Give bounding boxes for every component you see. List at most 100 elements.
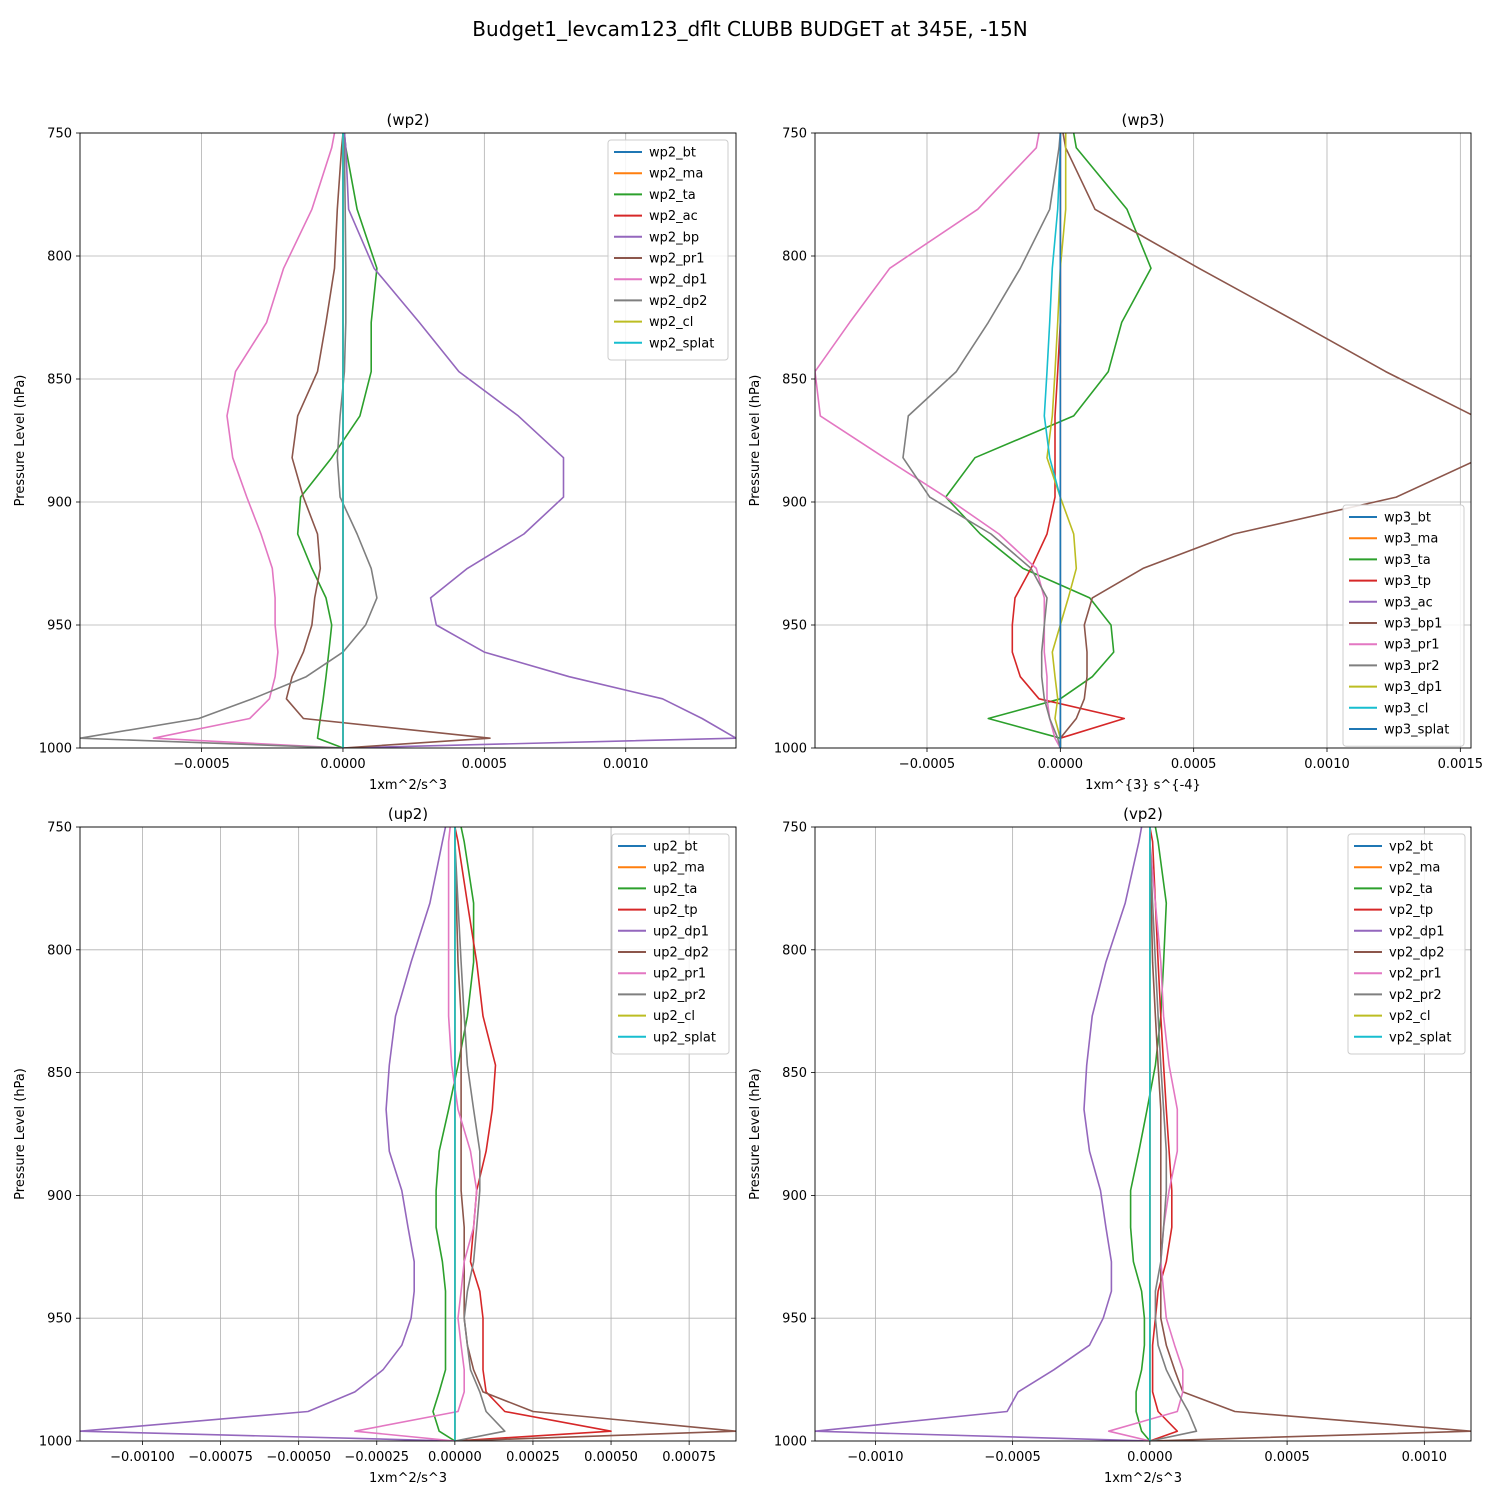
legend-entry-wp3_bt: wp3_bt bbox=[1384, 511, 1431, 526]
y-tick-label: 850 bbox=[47, 1066, 72, 1081]
legend-entry-wp3_bp1: wp3_bp1 bbox=[1384, 617, 1442, 632]
legend-entry-up2_splat: up2_splat bbox=[653, 1030, 716, 1045]
legend-entry-up2_tp: up2_tp bbox=[653, 903, 698, 918]
legend-entry-wp2_ta: wp2_ta bbox=[649, 188, 696, 203]
y-tick-label: 800 bbox=[782, 250, 807, 265]
legend: wp2_bt wp2_ma wp2_ta wp2_ac wp2_bp wp2_pr1 wp2… bbox=[607, 139, 729, 361]
y-axis-label: Pressure Level (hPa) bbox=[13, 1068, 28, 1200]
y-axis-label: Pressure Level (hPa) bbox=[748, 1068, 763, 1200]
series-line-up2_dp1 bbox=[80, 827, 455, 1441]
y-tick-label: 750 bbox=[47, 821, 72, 836]
x-tick-label: 0.0010 bbox=[1402, 1450, 1448, 1465]
legend-entry-wp3_dp1: wp3_dp1 bbox=[1384, 680, 1442, 695]
y-tick-label: 950 bbox=[47, 1312, 72, 1327]
x-axis-label: 1xm^2/s^3 bbox=[369, 778, 447, 793]
y-axis-label: Pressure Level (hPa) bbox=[748, 375, 763, 507]
legend-entry-up2_pr2: up2_pr2 bbox=[653, 988, 706, 1003]
x-tick-label: −0.0005 bbox=[984, 1450, 1040, 1465]
x-tick-label: 0.00000 bbox=[428, 1450, 482, 1465]
x-tick-label: −0.00075 bbox=[188, 1450, 253, 1465]
legend-entry-wp2_pr1: wp2_pr1 bbox=[649, 252, 705, 267]
y-tick-label: 850 bbox=[47, 373, 72, 388]
x-tick-label: 0.0000 bbox=[1127, 1450, 1173, 1465]
panel-wp3: −0.0005 0.0000 0.0005 0.0010 0.0015 750 800 850… bbox=[748, 111, 1483, 793]
legend-entry-up2_ta: up2_ta bbox=[653, 882, 697, 897]
panel-title: (vp2) bbox=[1123, 805, 1163, 823]
x-tick-label: 0.00075 bbox=[662, 1450, 716, 1465]
series-line-up2_pr2 bbox=[454, 827, 506, 1441]
y-tick-label: 900 bbox=[782, 496, 807, 511]
y-tick-label: 950 bbox=[782, 619, 807, 634]
x-tick-label: −0.00025 bbox=[344, 1450, 409, 1465]
x-tick-label: −0.0005 bbox=[899, 757, 955, 772]
panel-vp2: −0.0010 −0.0005 0.0000 0.0005 0.0010 750 800 85… bbox=[748, 805, 1472, 1486]
legend-entry-vp2_dp1: vp2_dp1 bbox=[1389, 924, 1445, 939]
x-tick-label: 0.00050 bbox=[584, 1450, 638, 1465]
series-line-vp2_tp bbox=[1149, 827, 1179, 1441]
series-line-up2_ta bbox=[432, 827, 475, 1441]
legend-entry-up2_dp1: up2_dp1 bbox=[653, 924, 709, 939]
legend-entry-vp2_tp: vp2_tp bbox=[1389, 903, 1433, 918]
legend-entry-wp3_ma: wp3_ma bbox=[1384, 532, 1438, 547]
axes-frame bbox=[79, 132, 737, 749]
axes-frame bbox=[814, 132, 1472, 749]
series-line-up2_pr1 bbox=[354, 827, 478, 1441]
x-tick-label: −0.0010 bbox=[847, 1450, 903, 1465]
series-line-wp2_pr1 bbox=[285, 133, 491, 748]
y-tick-label: 900 bbox=[47, 496, 72, 511]
legend-entry-wp2_ma: wp2_ma bbox=[649, 167, 703, 182]
series-lines bbox=[80, 133, 736, 748]
y-tick-label: 900 bbox=[782, 1189, 807, 1204]
y-tick-label: 800 bbox=[47, 250, 72, 265]
x-tick-label: 0.0000 bbox=[320, 757, 366, 772]
x-axis-label: 1xm^2/s^3 bbox=[369, 1471, 447, 1486]
figure-title: Budget1_levcam123_dflt CLUBB BUDGET at 3… bbox=[472, 17, 1027, 41]
x-tick-label: 0.0010 bbox=[603, 757, 649, 772]
legend-entry-vp2_bt: vp2_bt bbox=[1389, 840, 1433, 855]
panel-up2: −0.00100 −0.00075 −0.00050 −0.00025 0.00000 0… bbox=[13, 805, 737, 1486]
x-tick-label: 0.0005 bbox=[462, 757, 508, 772]
panel-title: (up2) bbox=[388, 805, 428, 823]
axes-frame bbox=[79, 826, 737, 1442]
legend-entry-vp2_ta: vp2_ta bbox=[1389, 882, 1433, 897]
legend-entry-wp2_bt: wp2_bt bbox=[649, 146, 696, 161]
legend-entry-wp3_pr1: wp3_pr1 bbox=[1384, 638, 1440, 653]
y-tick-label: 750 bbox=[782, 821, 807, 836]
x-tick-label: 0.0000 bbox=[1038, 757, 1084, 772]
legend-entry-wp2_cl: wp2_cl bbox=[649, 315, 693, 330]
series-line-wp3_tp bbox=[1011, 133, 1126, 748]
x-axis-label: 1xm^{3} s^{-4} bbox=[1085, 778, 1201, 793]
y-tick-label: 1000 bbox=[774, 742, 807, 757]
legend-entry-vp2_splat: vp2_splat bbox=[1389, 1030, 1451, 1045]
y-axis-label: Pressure Level (hPa) bbox=[13, 375, 28, 507]
y-tick-label: 1000 bbox=[39, 742, 72, 757]
x-tick-label: −0.00100 bbox=[110, 1450, 175, 1465]
legend-entry-up2_ma: up2_ma bbox=[653, 861, 705, 876]
legend-entry-wp3_splat: wp3_splat bbox=[1384, 723, 1449, 738]
series-line-wp3_bp1 bbox=[1059, 133, 1471, 748]
series-line-wp3_ta bbox=[944, 133, 1152, 748]
x-tick-label: −0.00050 bbox=[266, 1450, 331, 1465]
series-line-wp2_dp2 bbox=[80, 133, 378, 748]
series-line-vp2_ta bbox=[1129, 827, 1168, 1441]
axes-frame bbox=[814, 826, 1472, 1442]
series-line-wp2_bp bbox=[342, 133, 736, 748]
legend-entry-vp2_pr2: vp2_pr2 bbox=[1389, 988, 1442, 1003]
legend-entry-wp2_ac: wp2_ac bbox=[649, 209, 698, 224]
legend: wp3_bt wp3_ma wp3_ta wp3_tp wp3_ac wp3_bp1 wp3… bbox=[1342, 504, 1465, 747]
x-tick-label: 0.0010 bbox=[1304, 757, 1350, 772]
legend-entry-wp3_pr2: wp3_pr2 bbox=[1384, 659, 1440, 674]
x-tick-label: 0.0005 bbox=[1171, 757, 1217, 772]
series-line-wp3_pr1 bbox=[815, 133, 1062, 748]
y-tick-label: 750 bbox=[782, 127, 807, 142]
legend-entry-wp3_cl: wp3_cl bbox=[1384, 701, 1428, 716]
legend-entry-vp2_pr1: vp2_pr1 bbox=[1389, 967, 1442, 982]
y-tick-label: 850 bbox=[782, 373, 807, 388]
legend-entry-up2_pr1: up2_pr1 bbox=[653, 967, 706, 982]
legend-entry-up2_cl: up2_cl bbox=[653, 1009, 695, 1024]
x-tick-label: 0.0005 bbox=[1264, 1450, 1310, 1465]
x-tick-label: 0.0015 bbox=[1438, 757, 1484, 772]
panel-title: (wp2) bbox=[386, 111, 429, 129]
y-tick-label: 950 bbox=[782, 1312, 807, 1327]
